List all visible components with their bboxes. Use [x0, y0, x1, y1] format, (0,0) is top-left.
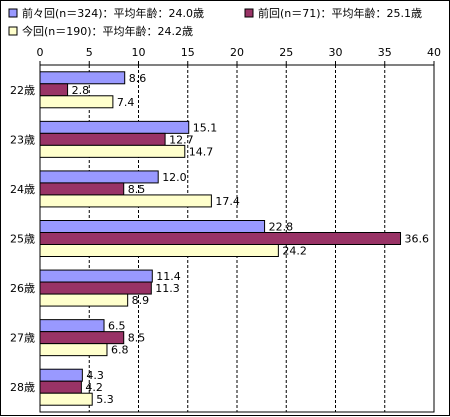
- data-label: 8.9: [132, 294, 150, 307]
- category-label: 24歳: [10, 183, 35, 196]
- data-label: 8.5: [128, 332, 146, 345]
- data-label: 17.4: [215, 195, 240, 208]
- data-label: 12.0: [162, 171, 187, 184]
- legend-label-3: 今回(n＝190)：平均年齢：24.2歳: [22, 24, 193, 38]
- category-label: 28歳: [10, 381, 35, 394]
- bar-series-1: [39, 120, 190, 134]
- legend-swatch-2: [244, 8, 254, 18]
- data-label: 5.3: [96, 393, 114, 406]
- data-label: 7.4: [117, 96, 135, 109]
- bar-series-2: [39, 182, 125, 196]
- data-label: 4.3: [86, 369, 104, 382]
- data-label: 8.6: [129, 72, 147, 85]
- bar-series-2: [39, 281, 152, 295]
- x-tick-label: 5: [86, 46, 93, 59]
- bar-series-2: [39, 232, 402, 245]
- bar-series-3: [39, 144, 186, 158]
- x-tick-label: 0: [37, 46, 44, 59]
- x-tick-label: 15: [181, 46, 195, 59]
- plot-area: 22歳 8.6 2.8 7.4 23歳 15.112.714.7 24歳 12.0 8.5 17.…: [10, 61, 435, 413]
- data-label: 22.8: [269, 221, 294, 234]
- data-label: 4.2: [85, 381, 103, 394]
- bar-series-1: [39, 368, 83, 382]
- category-label: 26歳: [10, 282, 35, 295]
- x-axis-tick-labels: 0 5 10 15 20 25 30 35 40: [37, 46, 442, 59]
- bar-series-1: [39, 319, 105, 333]
- bar-series-2: [39, 132, 166, 146]
- data-label: 6.8: [111, 344, 129, 357]
- bar-series-1: [39, 269, 153, 283]
- legend-swatch-1: [8, 8, 18, 18]
- data-label: 12.7: [169, 133, 194, 146]
- bar-series-1: [39, 71, 126, 85]
- bar-series-3: [39, 392, 93, 406]
- data-label: 24.2: [282, 245, 307, 258]
- legend: 前々回(n＝324)：平均年齢：24.0歳 前回(n＝71)：平均年齢：25.1歳…: [8, 6, 422, 38]
- data-label: 14.7: [189, 145, 214, 158]
- bar-series-1: [39, 170, 159, 184]
- bar-series-3: [39, 194, 212, 208]
- data-label: 2.8: [72, 84, 90, 97]
- data-label: 36.6: [405, 233, 430, 246]
- data-label: 15.1: [193, 121, 218, 134]
- bar-series-3: [39, 343, 108, 357]
- category-label: 25歳: [10, 233, 35, 246]
- x-tick-label: 25: [279, 46, 293, 59]
- bar-series-1: [39, 220, 266, 233]
- legend-swatch-3: [8, 26, 18, 36]
- legend-label-2: 前回(n＝71)：平均年齢：25.1歳: [258, 6, 422, 20]
- x-tick-label: 35: [378, 46, 392, 59]
- legend-label-1: 前々回(n＝324)：平均年齢：24.0歳: [22, 6, 204, 20]
- x-tick-label: 20: [230, 46, 244, 59]
- bar-series-2: [39, 331, 125, 345]
- data-label: 11.3: [155, 282, 180, 295]
- data-label: 11.4: [156, 270, 181, 283]
- category-label: 22歳: [10, 84, 35, 97]
- bar-series-3: [39, 293, 129, 307]
- x-tick-label: 30: [329, 46, 343, 59]
- x-tick-label: 40: [427, 46, 441, 59]
- x-tick-label: 10: [132, 46, 146, 59]
- bar-series-2: [39, 380, 82, 394]
- data-label: 6.5: [108, 320, 126, 333]
- bar-series-3: [39, 95, 114, 109]
- category-label: 27歳: [10, 332, 35, 345]
- data-label: 8.5: [128, 183, 146, 196]
- bar-series-3: [39, 244, 279, 257]
- bar-series-2: [39, 83, 69, 97]
- category-label: 23歳: [10, 133, 35, 146]
